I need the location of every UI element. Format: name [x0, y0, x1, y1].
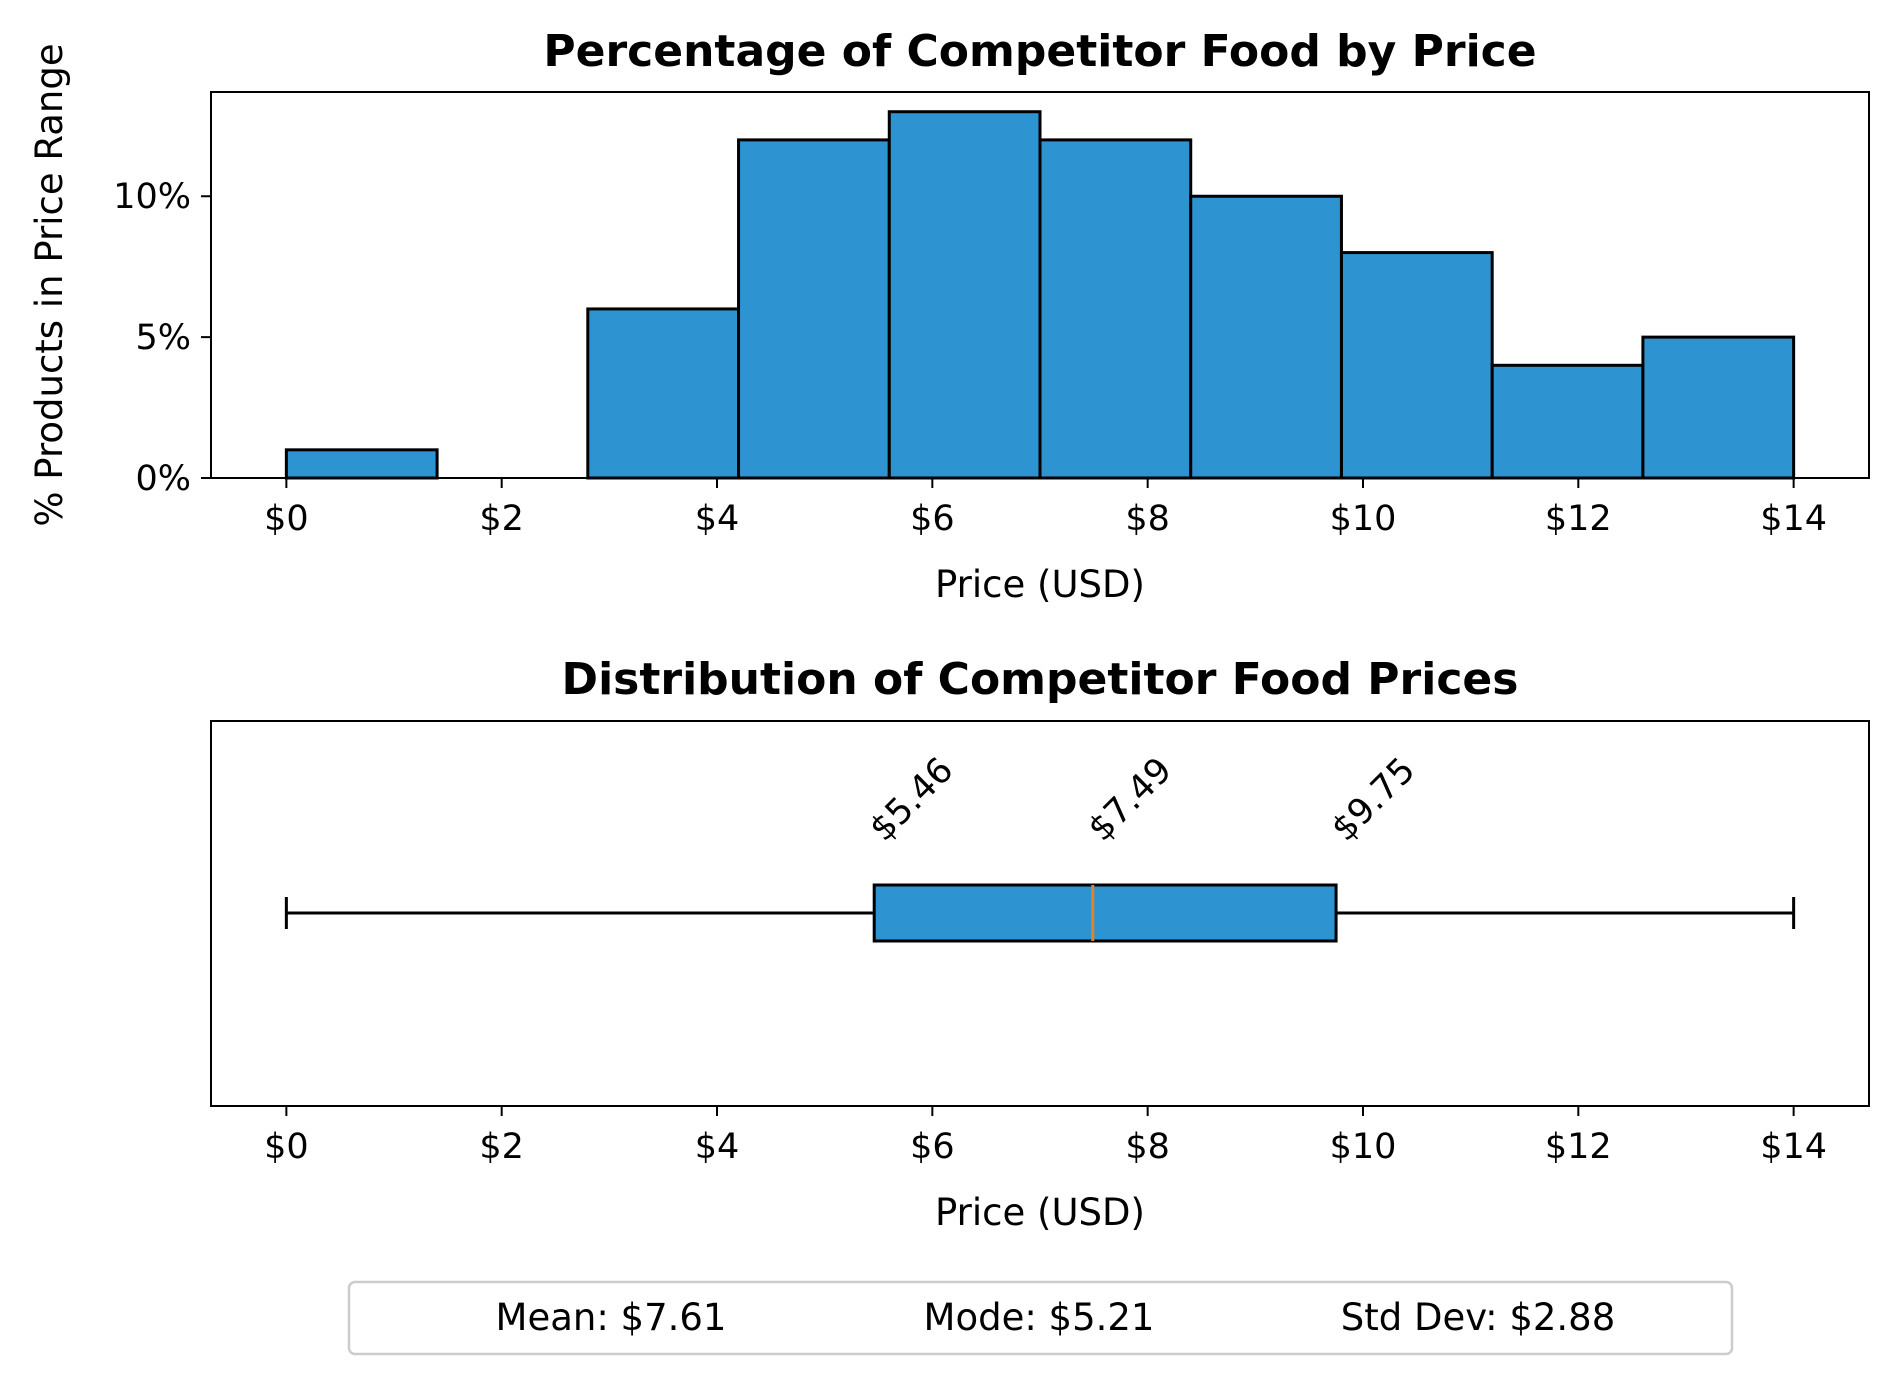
stats-legend: Mean: $7.61 Mode: $5.21 Std Dev: $2.88	[347, 1280, 1734, 1356]
boxplot-x-tick-label: $0	[264, 1127, 309, 1167]
boxplot-x-axis-label: Price (USD)	[935, 1191, 1145, 1234]
boxplot-x-tick-label: $10	[1330, 1127, 1397, 1167]
boxplot-title: Distribution of Competitor Food Prices	[562, 654, 1519, 705]
histogram-bar	[737, 138, 891, 480]
histogram-bar	[1339, 251, 1494, 480]
boxplot-panel: Distribution of Competitor Food Prices $…	[210, 654, 1870, 1234]
histogram-y-tick-label: 10%	[113, 177, 191, 217]
boxplot-value-annotation: $5.46	[862, 750, 961, 849]
histogram-x-tick-label: $2	[479, 499, 524, 539]
histogram-y-tick-label: 5%	[135, 318, 191, 358]
histogram-x-tick-label: $6	[910, 499, 955, 539]
boxplot-x-tick-label: $12	[1545, 1127, 1612, 1167]
histogram-y-axis-label: % Products in Price Range	[28, 43, 71, 526]
legend-mode: Mode: $5.21	[924, 1296, 1155, 1339]
boxplot-value-annotation: $7.49	[1081, 750, 1180, 849]
histogram-y-ticks: 0% 5% 10%	[113, 177, 211, 499]
histogram-bar	[1189, 194, 1343, 480]
boxplot-x-tick-label: $14	[1760, 1127, 1827, 1167]
histogram-bar	[1490, 363, 1645, 480]
histogram-bar	[1038, 138, 1193, 480]
histogram-x-tick-label: $8	[1125, 499, 1170, 539]
histogram-bar	[284, 448, 439, 480]
legend-std-dev: Std Dev: $2.88	[1341, 1296, 1616, 1339]
histogram-y-tick-label: 0%	[135, 459, 191, 499]
boxplot-shapes	[284, 883, 1796, 943]
boxplot-annotations: $5.46 $7.49 $9.75	[862, 750, 1423, 849]
legend-box	[347, 1280, 1734, 1356]
histogram-bar	[586, 307, 741, 480]
histogram-x-tick-label: $14	[1760, 499, 1827, 539]
histogram-x-tick-label: $4	[695, 499, 740, 539]
boxplot-x-ticks: $0 $2 $4 $6 $8 $10 $12 $14	[264, 1106, 1827, 1167]
histogram-bars	[284, 110, 1796, 480]
histogram-bar	[887, 110, 1042, 480]
histogram-x-tick-label: $12	[1545, 499, 1612, 539]
legend-mean: Mean: $7.61	[496, 1296, 727, 1339]
histogram-x-tick-label: $0	[264, 499, 309, 539]
histogram-bar	[1641, 335, 1796, 480]
histogram-title: Percentage of Competitor Food by Price	[543, 26, 1536, 77]
boxplot-box	[872, 883, 1338, 943]
histogram-axes-frame	[210, 91, 1870, 479]
histogram-x-ticks: $0 $2 $4 $6 $8 $10 $12 $14	[264, 478, 1827, 539]
histogram-x-tick-label: $10	[1330, 499, 1397, 539]
histogram-x-axis-label: Price (USD)	[935, 563, 1145, 606]
boxplot-x-tick-label: $4	[695, 1127, 740, 1167]
boxplot-x-tick-label: $2	[479, 1127, 524, 1167]
histogram-panel: Percentage of Competitor Food by Price $…	[28, 26, 1870, 606]
boxplot-axes-frame	[210, 720, 1870, 1107]
boxplot-value-annotation: $9.75	[1324, 750, 1423, 849]
boxplot-x-tick-label: $6	[910, 1127, 955, 1167]
boxplot-x-tick-label: $8	[1125, 1127, 1170, 1167]
